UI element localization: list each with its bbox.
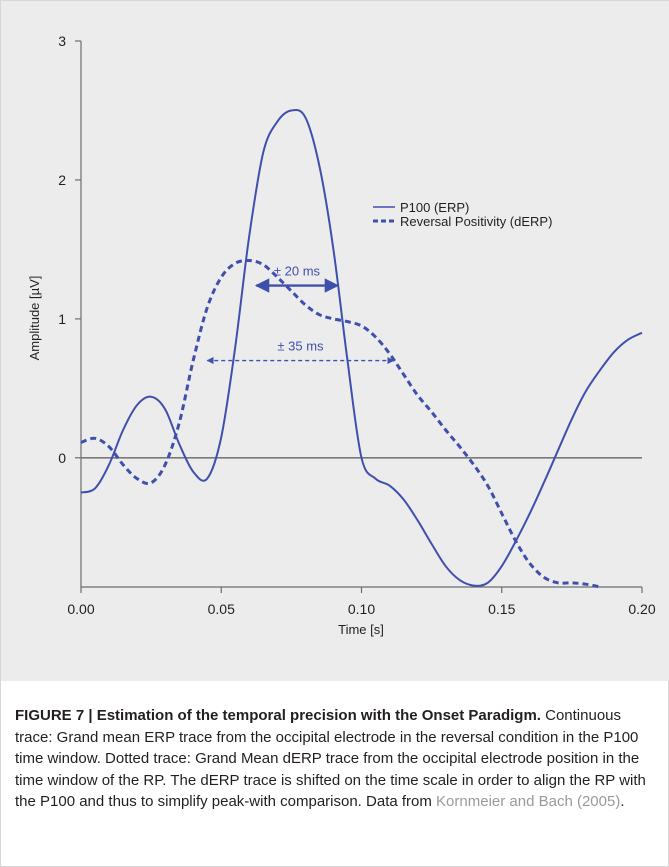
y-tick-label: 0 — [58, 450, 66, 466]
x-tick-label: 0.10 — [348, 601, 375, 617]
y-axis-title: Amplitude [µV] — [27, 276, 42, 361]
x-tick-label: 0.05 — [208, 601, 235, 617]
caption-title: FIGURE 7 | Estimation of the temporal pr… — [15, 707, 541, 724]
figure-caption: FIGURE 7 | Estimation of the temporal pr… — [15, 705, 660, 813]
line-chart: 0 1 2 3 0.00 0.05 0.10 0.15 0.20 Time [s] Amplitud… — [27, 33, 656, 637]
x-axis-title: Time [s] — [338, 622, 384, 637]
plot-panel — [1, 1, 669, 681]
legend-label: P100 (ERP) — [400, 200, 469, 215]
caption-citation-link[interactable]: Kornmeier and Bach (2005) — [436, 793, 621, 810]
x-tick-label: 0.20 — [628, 601, 655, 617]
y-tick-label: 2 — [58, 172, 66, 188]
y-tick-label: 3 — [58, 33, 66, 49]
annotation-label-35ms: ± 35 ms — [277, 339, 324, 354]
series-line-dashed — [80, 258, 601, 589]
x-tick-label: 0.15 — [488, 601, 515, 617]
legend-label: Reversal Positivity (dERP) — [400, 214, 552, 229]
y-tick-label: 1 — [58, 311, 66, 327]
series-line-solid — [80, 108, 643, 587]
annotation-label-20ms: ± 20 ms — [274, 264, 321, 279]
caption-end: . — [620, 793, 625, 810]
caption-body: Continuous trace: Grand mean ERP trace f… — [15, 707, 646, 810]
x-tick-label: 0.00 — [67, 601, 94, 617]
